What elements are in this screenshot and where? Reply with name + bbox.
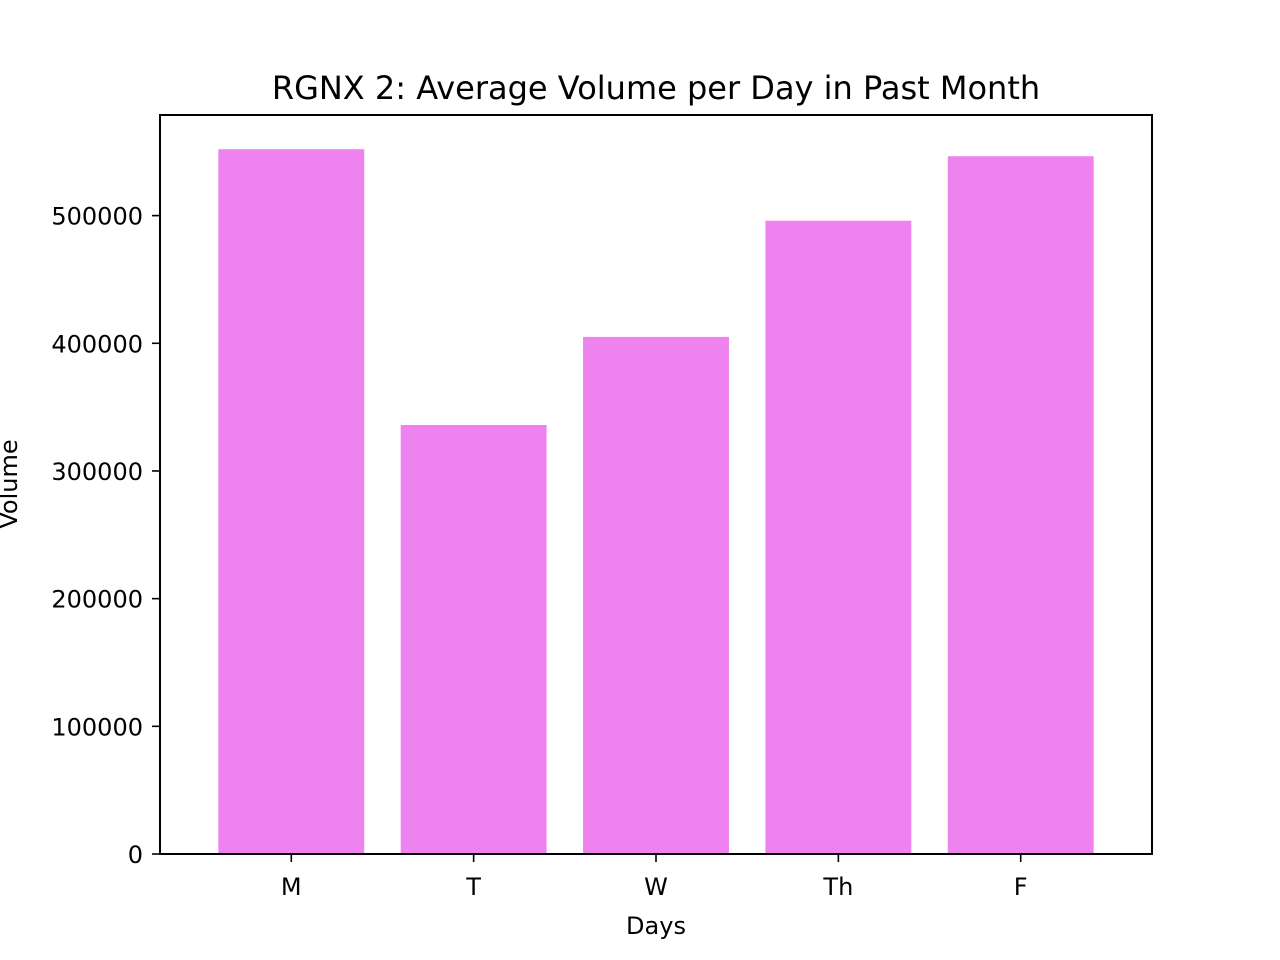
bar-t [400,425,547,854]
bars-group [218,149,1094,854]
x-tick-label: M [281,873,302,901]
y-tick-label: 100000 [51,713,143,741]
x-axis-label: Days [626,912,686,940]
x-tick-label: T [465,873,481,901]
y-tick-label: 300000 [51,458,143,486]
y-axis: 0 100000 200000 300000 400000 500000 [51,203,160,869]
y-tick-label: 400000 [51,330,143,358]
y-axis-label: Volume [0,439,23,528]
y-tick-label: 500000 [51,203,143,231]
x-tick-label: W [644,873,668,901]
y-tick-label: 200000 [51,586,143,614]
x-axis: M T W Th F [281,854,1028,901]
y-tick-label: 0 [128,841,143,869]
chart-title: RGNX 2: Average Volume per Day in Past M… [272,69,1040,107]
bar-w [583,336,729,854]
bar-f [947,156,1094,854]
x-tick-label: F [1014,873,1028,901]
bar-th [765,220,912,854]
bar-m [218,149,365,854]
x-tick-label: Th [822,873,853,901]
